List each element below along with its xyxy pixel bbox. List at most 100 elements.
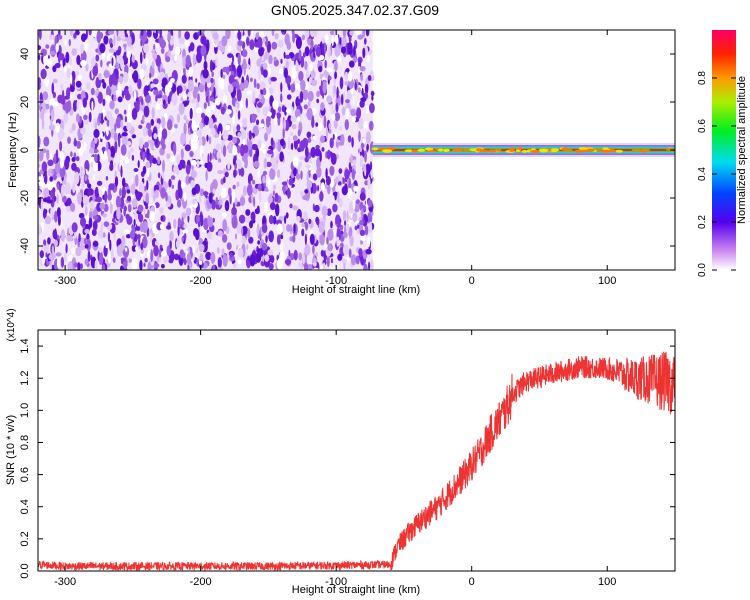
- noise-blob: [240, 167, 245, 177]
- noise-blob: [300, 55, 305, 68]
- noise-blob: [91, 30, 98, 38]
- noise-blob: [266, 40, 272, 53]
- noise-blob: [195, 214, 201, 224]
- noise-blob: [269, 202, 276, 211]
- noise-blob: [329, 30, 335, 36]
- noise-blob: [147, 209, 150, 217]
- noise-blob: [326, 67, 333, 73]
- noise-blob: [126, 195, 132, 202]
- noise-blob: [205, 106, 212, 117]
- noise-blob: [281, 105, 286, 113]
- noise-blob: [279, 241, 284, 251]
- noise-blob: [166, 153, 171, 160]
- noise-blob: [293, 167, 297, 177]
- noise-blob: [133, 168, 139, 172]
- noise-blob: [345, 99, 350, 104]
- noise-blob: [339, 224, 344, 231]
- signal-speck: [462, 148, 472, 152]
- noise-blob: [298, 252, 303, 261]
- noise-blob: [248, 130, 252, 141]
- noise-blob: [313, 267, 319, 270]
- signal-speck: [411, 149, 420, 153]
- noise-blob: [320, 249, 325, 257]
- colorbar-tick-label: 0.0: [697, 263, 708, 277]
- noise-blob: [206, 232, 213, 240]
- noise-blob: [273, 184, 276, 190]
- noise-blob: [270, 137, 274, 146]
- noise-blob: [38, 136, 41, 149]
- signal-speck: [443, 148, 450, 152]
- noise-blob: [88, 30, 92, 36]
- noise-blob: [43, 243, 50, 255]
- noise-blob: [54, 210, 58, 223]
- noise-blob: [139, 68, 145, 80]
- noise-blob: [258, 93, 262, 100]
- noise-blob: [265, 161, 272, 168]
- noise-blob: [259, 247, 264, 257]
- noise-blob: [116, 36, 122, 42]
- noise-blob: [222, 95, 228, 103]
- noise-blob: [208, 136, 212, 145]
- noise-blob: [220, 191, 227, 199]
- noise-blob: [262, 170, 268, 176]
- noise-blob: [56, 193, 59, 204]
- noise-blob: [237, 132, 242, 137]
- noise-blob: [49, 176, 53, 182]
- noise-blob: [277, 106, 282, 113]
- noise-blob: [291, 66, 298, 80]
- noise-blob: [300, 170, 303, 180]
- noise-blob: [268, 263, 274, 270]
- noise-blob: [219, 130, 222, 139]
- noise-blob: [268, 230, 275, 243]
- noise-blob: [313, 258, 317, 263]
- noise-blob: [297, 116, 301, 122]
- noise-blob: [105, 244, 109, 249]
- noise-blob: [314, 148, 321, 157]
- colorbar-label: Normalized spectral amplitude: [736, 76, 748, 224]
- noise-blob: [43, 136, 50, 147]
- noise-blob: [370, 169, 373, 179]
- noise-blob: [239, 122, 242, 127]
- noise-blob: [67, 100, 72, 112]
- noise-blob: [107, 252, 111, 264]
- noise-blob: [347, 71, 353, 82]
- noise-blob: [40, 81, 43, 88]
- noise-blob: [209, 59, 213, 73]
- noise-blob: [324, 59, 327, 69]
- noise-blob: [292, 135, 298, 142]
- noise-blob: [161, 171, 165, 179]
- noise-blob: [54, 228, 57, 239]
- signal-speck: [530, 149, 540, 153]
- noise-blob: [96, 30, 102, 44]
- noise-blob: [78, 233, 81, 243]
- noise-blob: [370, 259, 374, 270]
- noise-blob: [44, 215, 52, 225]
- noise-blob: [274, 33, 279, 40]
- noise-blob: [281, 181, 289, 186]
- noise-blob: [330, 220, 333, 229]
- snr-x-axis-label: Height of straight line (km): [292, 584, 420, 596]
- noise-blob: [109, 201, 113, 214]
- noise-blob: [344, 71, 349, 81]
- noise-blob: [310, 39, 314, 51]
- noise-blob: [58, 53, 61, 64]
- noise-blob: [106, 95, 110, 104]
- noise-blob: [38, 190, 42, 196]
- noise-blob: [73, 171, 80, 185]
- noise-blob: [320, 135, 325, 144]
- noise-blob: [141, 236, 148, 249]
- colorbar-tick-label: 0.4: [697, 167, 708, 181]
- noise-blob: [87, 183, 92, 189]
- noise-blob: [59, 53, 65, 61]
- noise-blob: [140, 248, 145, 254]
- noise-blob: [228, 187, 232, 197]
- noise-blob: [124, 156, 130, 164]
- noise-blob: [157, 156, 161, 165]
- noise-blob: [245, 209, 251, 216]
- noise-blob: [246, 90, 253, 95]
- noise-blob: [131, 225, 136, 239]
- noise-blob: [286, 224, 291, 232]
- noise-blob: [44, 173, 48, 185]
- noise-blob: [221, 212, 228, 217]
- noise-blob: [109, 100, 115, 110]
